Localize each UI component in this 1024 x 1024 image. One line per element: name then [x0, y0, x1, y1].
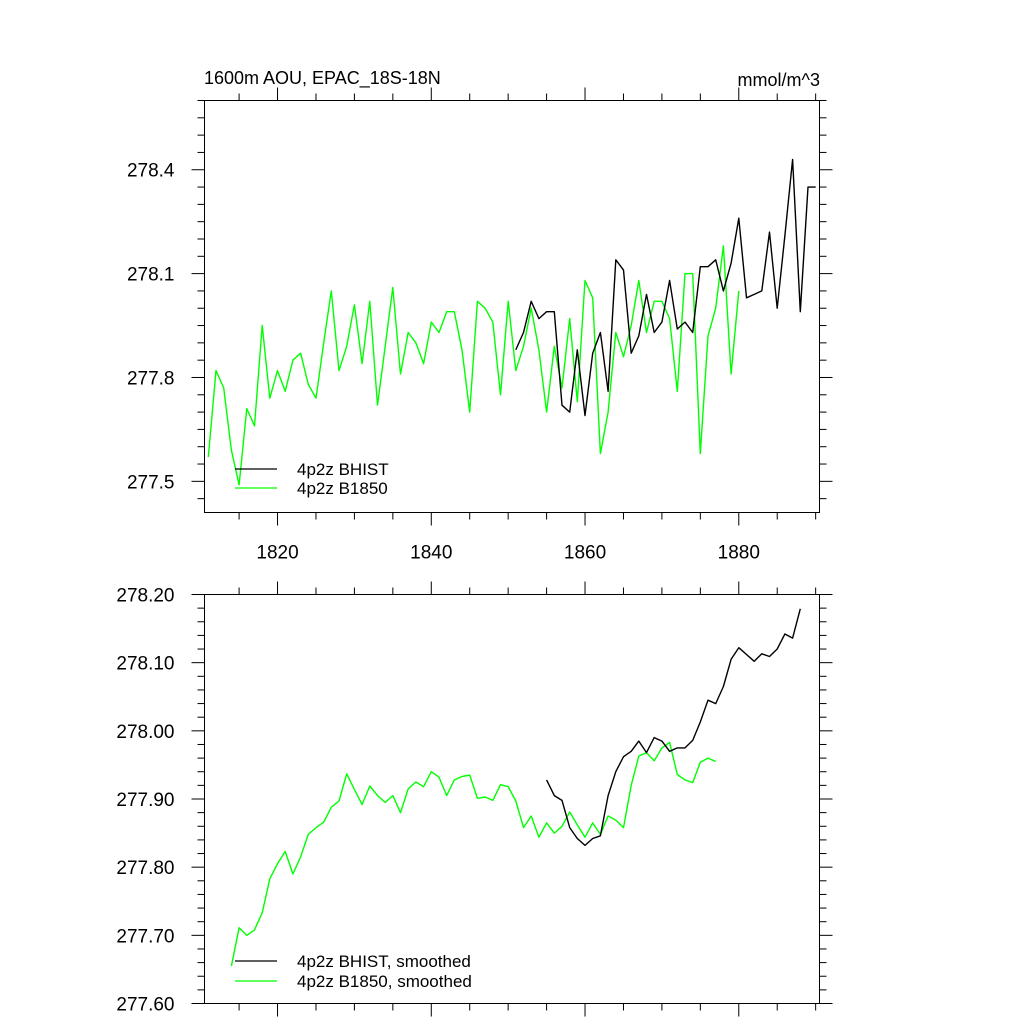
- y-tick-label: 277.70: [116, 926, 174, 947]
- tick-group-top: 1820 1840 1860 1880 277.5 277.8 278.1 278.4: [127, 87, 833, 564]
- series-line-b1850: [230, 741, 716, 967]
- y-tick-label: 277.80: [116, 858, 174, 879]
- legend-label-b1850: 4p2z B1850: [297, 479, 388, 498]
- chart-title: 1600m AOU, EPAC_18S-18N: [204, 68, 441, 89]
- y-tick-label: 278.1: [127, 265, 175, 286]
- series-line-bhist: [515, 158, 816, 417]
- legend-bottom: 4p2z BHIST, smoothed 4p2z B1850, smoothe…: [235, 952, 472, 991]
- y-tick-label: 277.8: [127, 368, 175, 389]
- y-tick-label: 278.4: [127, 161, 175, 182]
- plot-frame-bottom: [204, 594, 820, 1004]
- series-lines-bottom: [230, 608, 801, 967]
- y-tick-label: 277.90: [116, 790, 174, 811]
- legend-label-bhist-smoothed: 4p2z BHIST, smoothed: [297, 952, 471, 971]
- series-line-bhist: [545, 608, 801, 847]
- legend-top: 4p2z BHIST 4p2z B1850: [235, 460, 389, 498]
- chart-units: mmol/m^3: [738, 70, 820, 90]
- legend-label-bhist: 4p2z BHIST: [297, 460, 389, 479]
- y-tick-label: 278.10: [116, 654, 174, 675]
- panel-bottom: 277.60 277.70 277.80 277.90 278.00 278.10 278.…: [116, 581, 833, 1017]
- x-tick-label: 1880: [718, 543, 760, 564]
- y-tick-label: 278.20: [116, 586, 174, 607]
- series-lines-top: [207, 158, 816, 486]
- tick-group-bottom: 277.60 277.70 277.80 277.90 278.00 278.10 278.…: [116, 581, 833, 1017]
- y-tick-label: 277.5: [127, 472, 175, 493]
- panel-top: 1600m AOU, EPAC_18S-18N mmol/m^3 1820 184…: [127, 68, 833, 564]
- y-tick-label: 278.00: [116, 722, 174, 743]
- x-tick-label: 1840: [410, 543, 452, 564]
- x-tick-label: 1860: [564, 543, 606, 564]
- x-tick-label: 1820: [256, 543, 298, 564]
- legend-label-b1850-smoothed: 4p2z B1850, smoothed: [297, 972, 472, 991]
- plot-frame-top: [204, 100, 820, 513]
- y-tick-label: 277.60: [116, 995, 174, 1016]
- series-line-b1850: [207, 245, 740, 486]
